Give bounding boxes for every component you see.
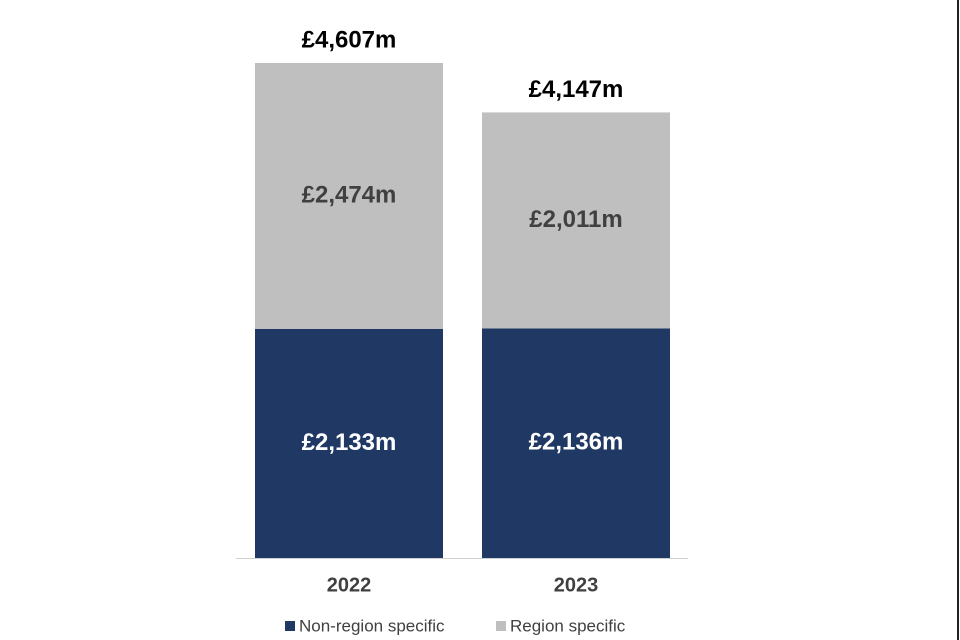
total-label: £4,147m	[529, 76, 624, 103]
x-tick-label: 2022	[327, 574, 372, 596]
legend-label: Non-region specific	[299, 616, 445, 635]
data-label: £2,011m	[529, 206, 622, 233]
data-label: £2,133m	[302, 429, 397, 456]
bar-segment	[255, 63, 443, 329]
legend-swatch	[496, 621, 506, 631]
data-label: £2,474m	[302, 181, 397, 208]
x-tick-label: 2023	[554, 574, 599, 596]
total-label: £4,607m	[302, 26, 397, 53]
bar-segment	[255, 328, 443, 558]
legend-swatch	[285, 621, 295, 631]
data-label: £2,136m	[529, 429, 624, 456]
legend-label: Region specific	[510, 616, 626, 635]
bar-segment	[482, 328, 670, 558]
bar-segment	[482, 112, 670, 329]
